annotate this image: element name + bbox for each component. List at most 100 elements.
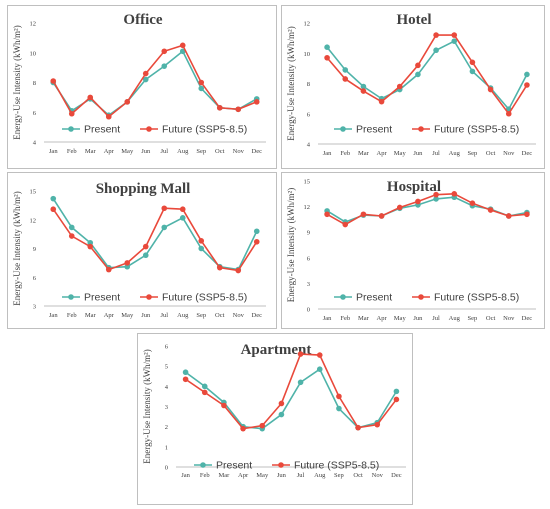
legend-label: Future (SSP5-8.5) (434, 124, 519, 136)
x-tick-label: May (256, 472, 269, 479)
data-point-present (179, 215, 186, 221)
x-tick-label: Aug (177, 312, 189, 319)
data-point-future (278, 400, 285, 407)
data-point-present (182, 369, 189, 376)
y-tick-label: 8 (307, 81, 310, 88)
data-point-future (182, 376, 189, 383)
y-tick-label: 12 (304, 21, 311, 28)
x-tick-label: May (394, 150, 407, 157)
data-point-future (50, 206, 57, 213)
x-tick-label: Oct (486, 150, 496, 157)
legend-label: Present (84, 292, 120, 304)
data-point-future (524, 82, 530, 88)
x-tick-label: Apr (104, 148, 115, 155)
y-tick-label: 6 (165, 344, 169, 351)
x-tick-label: Feb (67, 148, 77, 155)
x-tick-label: Feb (340, 150, 350, 157)
data-point-future (50, 78, 57, 84)
x-tick-label: Nov (233, 312, 245, 319)
y-tick-label: 15 (304, 179, 311, 186)
y-axis-label: Energy-Use Intensity (kWh/m²) (286, 188, 296, 303)
series-line-present (326, 40, 528, 111)
data-point-future (179, 206, 186, 213)
data-point-future (216, 264, 223, 271)
y-tick-label: 4 (307, 142, 311, 149)
legend-item-present: Present (334, 292, 392, 304)
data-point-future (124, 99, 131, 105)
data-point-present (316, 366, 323, 372)
data-point-future (235, 267, 242, 274)
y-axis-label: Energy-Use Intensity (kWh/m²) (12, 25, 22, 140)
data-point-future (487, 86, 494, 93)
data-point-future (342, 76, 349, 82)
y-tick-label: 10 (304, 51, 311, 58)
chart-title: Apartment (241, 342, 312, 358)
series-line-future (326, 34, 528, 116)
x-tick-label: Nov (503, 150, 515, 157)
x-tick-label: Aug (177, 148, 189, 155)
data-point-future (105, 113, 112, 120)
legend-label: Future (SSP5-8.5) (162, 124, 247, 136)
y-axis-label: Energy-Use Intensity (kWh/m²) (286, 26, 296, 141)
x-tick-label: Sep (196, 148, 206, 155)
x-tick-label: Jun (413, 150, 423, 157)
data-point-future (68, 233, 75, 239)
data-point-present (342, 67, 349, 73)
x-tick-label: May (121, 312, 134, 319)
panel-hospital: Hospital Energy-Use Intensity (kWh/m²) 0 3 6… (281, 172, 545, 329)
data-point-future (505, 213, 512, 219)
data-point-present (415, 71, 421, 78)
chart-svg: Shopping Mall Energy-Use Intensity (kWh/m… (12, 181, 266, 319)
x-tick-label: Dec (522, 150, 533, 157)
data-point-present (324, 44, 330, 50)
data-point-present (278, 411, 285, 418)
data-point-present (161, 224, 168, 231)
x-tick-label: Feb (200, 472, 210, 479)
y-tick-label: 6 (33, 110, 37, 117)
x-tick-label: Nov (372, 472, 384, 479)
data-point-present (451, 38, 458, 44)
data-point-present (393, 388, 400, 395)
data-point-future (324, 54, 330, 61)
chart-title: Office (123, 12, 162, 28)
data-point-future (68, 110, 75, 117)
x-tick-label: Jun (413, 315, 423, 322)
data-point-future (105, 266, 112, 273)
data-point-future (87, 94, 94, 101)
legend-item-future: Future (SSP5-8.5) (272, 460, 379, 472)
y-tick-label: 12 (304, 204, 311, 211)
y-tick-label: 9 (33, 246, 36, 253)
x-tick-label: Jun (141, 148, 151, 155)
x-tick-label: Sep (334, 472, 344, 479)
x-tick-label: Mar (358, 315, 370, 322)
x-tick-label: Nov (233, 148, 245, 155)
x-tick-label: Jun (141, 312, 151, 319)
data-point-present (360, 83, 367, 90)
chart-svg: Office Energy-Use Intensity (kWh/m²) 4 6 8 10… (12, 12, 266, 155)
x-tick-label: Jan (49, 312, 58, 319)
data-point-present (68, 224, 75, 231)
data-point-present (161, 63, 168, 69)
x-tick-label: Feb (67, 312, 77, 319)
x-tick-label: Aug (314, 472, 326, 479)
x-tick-label: Jul (432, 150, 440, 157)
legend-item-future: Future (SSP5-8.5) (412, 292, 519, 304)
x-tick-label: Aug (449, 315, 461, 322)
data-point-future (360, 211, 367, 218)
data-point-present (198, 85, 205, 92)
data-point-future (161, 48, 168, 55)
x-tick-label: May (394, 315, 407, 322)
x-tick-label: Nov (503, 315, 515, 322)
data-point-future (415, 198, 421, 205)
legend-label: Future (SSP5-8.5) (294, 460, 379, 472)
x-tick-label: Oct (215, 148, 225, 155)
x-tick-label: Apr (104, 312, 115, 319)
x-tick-label: Mar (85, 148, 97, 155)
x-tick-label: Dec (252, 148, 263, 155)
chart-svg: Hospital Energy-Use Intensity (kWh/m²) 0 3 6… (286, 179, 536, 322)
data-point-future (253, 99, 260, 105)
chart-title: Hospital (387, 179, 441, 195)
panel-office: Office Energy-Use Intensity (kWh/m²) 4 6 8 10… (7, 5, 277, 169)
y-tick-label: 0 (165, 465, 168, 472)
x-tick-label: Aug (449, 150, 461, 157)
